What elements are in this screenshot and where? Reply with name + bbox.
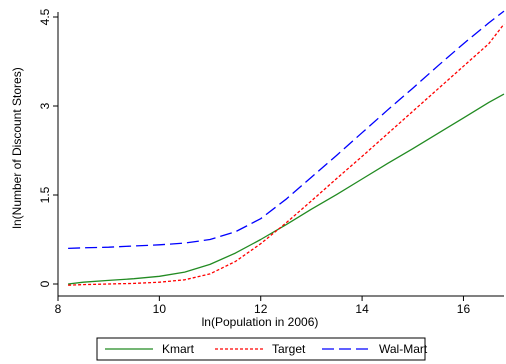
x-tick-label: 10 [153, 302, 167, 316]
x-axis-title: ln(Population in 2006) [202, 315, 319, 329]
legend-label: Wal-Mart [379, 342, 428, 356]
y-axis-ticks: 0 1.5 3 4.5 [38, 8, 58, 287]
legend-label: Target [272, 342, 306, 356]
y-tick-label: 1.5 [38, 186, 52, 203]
series-line-kmart [68, 93, 505, 285]
y-tick-label: 3 [38, 102, 52, 109]
x-tick-label: 16 [457, 302, 471, 316]
series-line-target [68, 23, 505, 286]
x-tick-label: 8 [55, 302, 62, 316]
series-line-wal-mart [68, 10, 505, 250]
x-tick-label: 14 [355, 302, 369, 316]
plot-area: 8 10 12 14 16 0 1.5 3 4.5 [38, 8, 505, 316]
series-lines [68, 10, 505, 286]
y-tick-label: 0 [38, 280, 52, 287]
y-tick-label: 4.5 [38, 8, 52, 25]
legend-label: Kmart [162, 342, 195, 356]
y-axis-title: ln(Number of Discount Stores) [10, 67, 24, 228]
chart-legend: Kmart Target Wal-Mart [96, 337, 428, 361]
x-axis-ticks: 8 10 12 14 16 [55, 296, 471, 316]
legend-items: Kmart Target Wal-Mart [105, 342, 428, 356]
x-tick-label: 12 [254, 302, 268, 316]
